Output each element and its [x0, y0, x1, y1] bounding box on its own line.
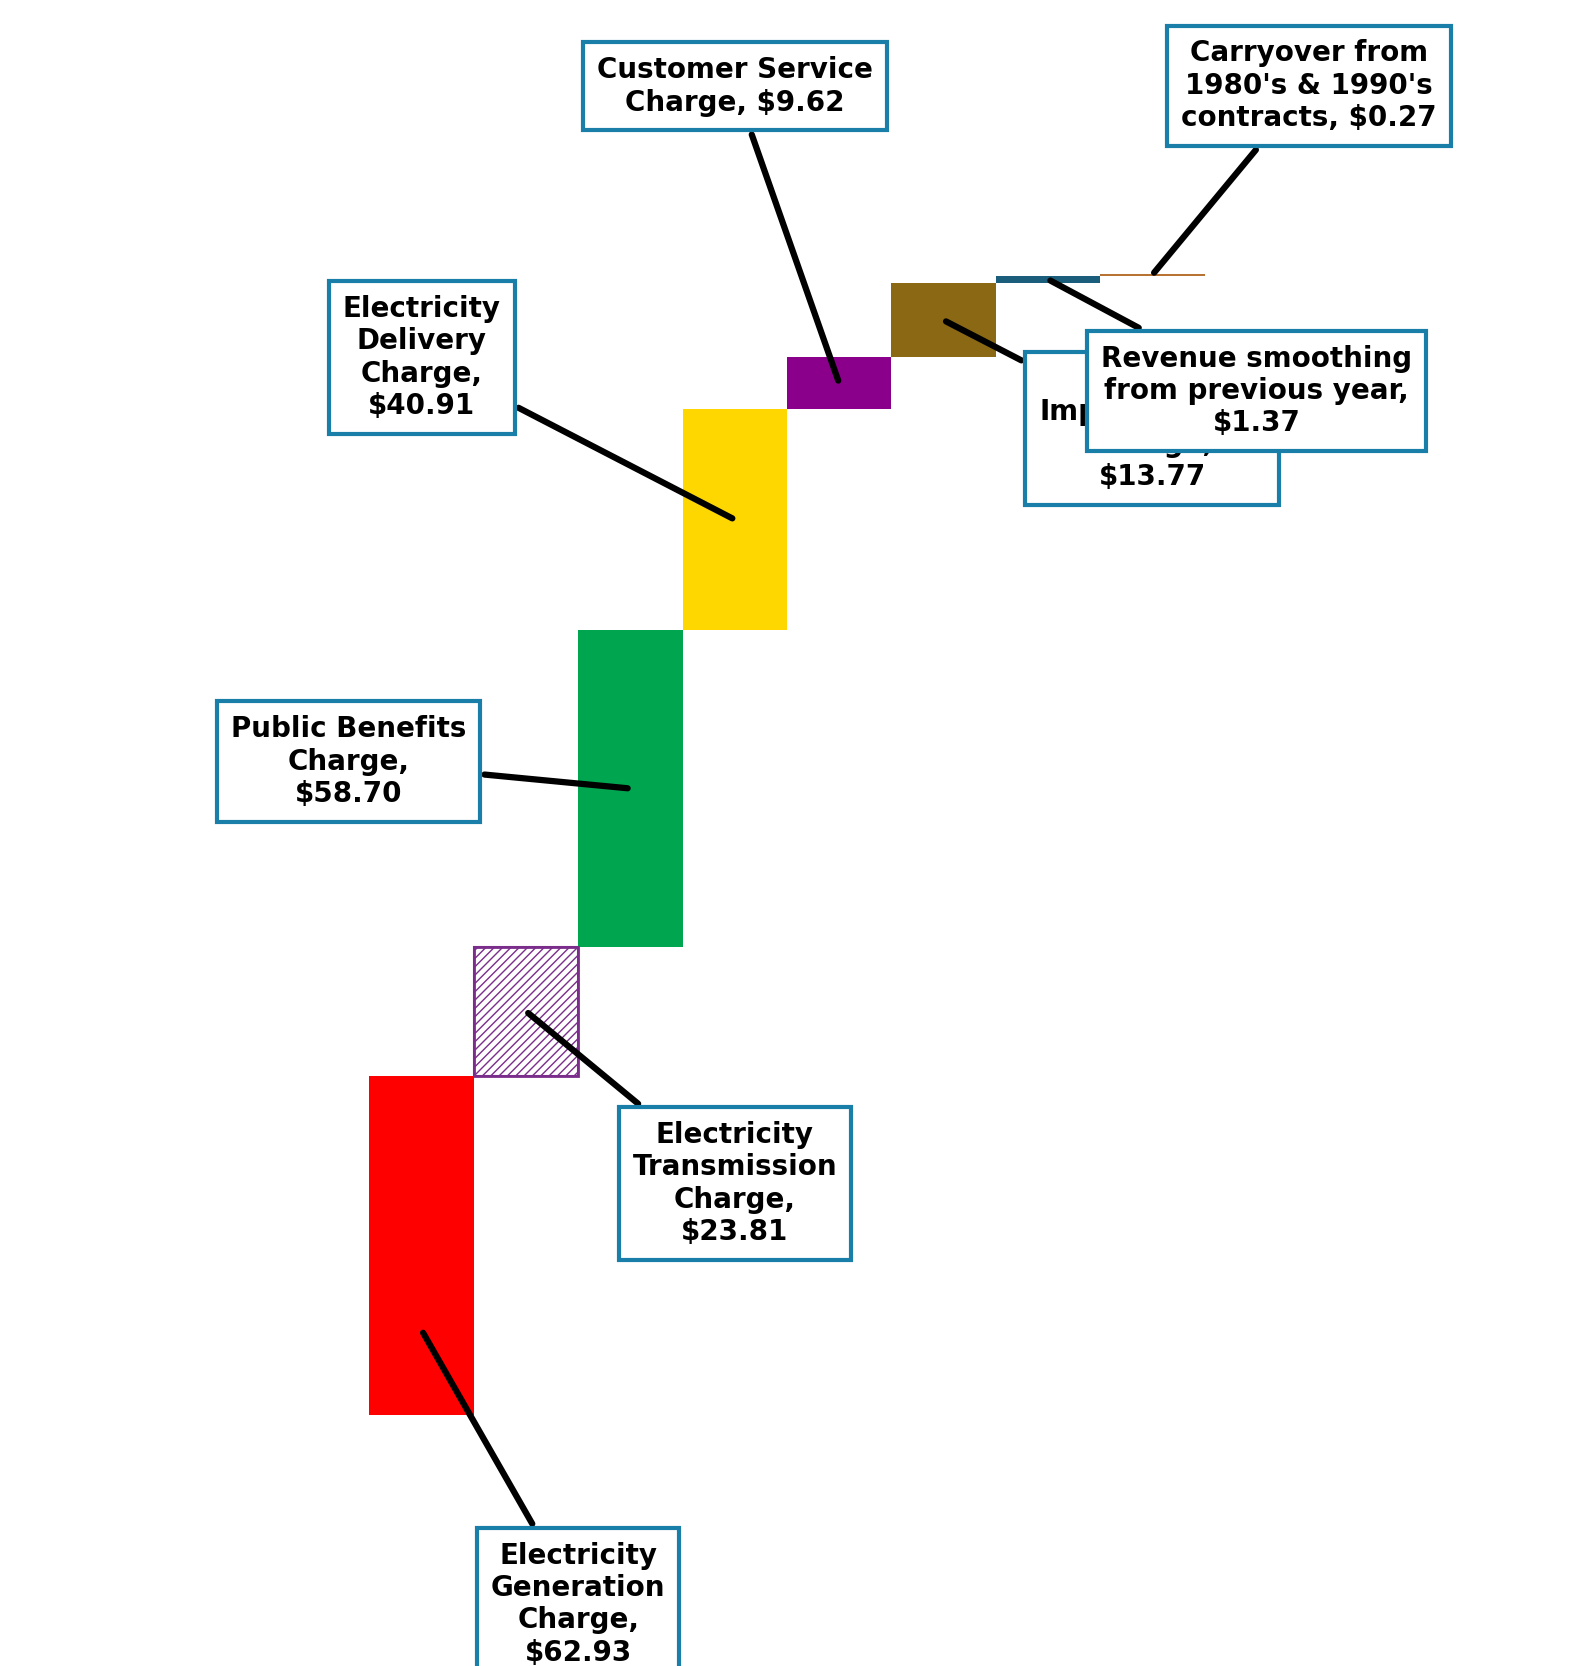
Text: Carryover from
1980's & 1990's
contracts, $0.27: Carryover from 1980's & 1990's contracts…	[1154, 40, 1437, 273]
Bar	[683, 410, 787, 630]
Text: Public Benefits
Charge,
$58.70: Public Benefits Charge, $58.70	[231, 715, 628, 808]
Text: Revenue smoothing
from previous year,
$1.37: Revenue smoothing from previous year, $1…	[1050, 280, 1412, 436]
Text: System
Improvements
Charge,
$13.77: System Improvements Charge, $13.77	[946, 322, 1265, 491]
Bar	[474, 946, 578, 1076]
Bar	[474, 946, 578, 1076]
Bar	[891, 283, 996, 357]
Bar	[370, 1076, 474, 1414]
Bar	[787, 357, 891, 410]
Bar	[578, 630, 683, 946]
Text: Electricity
Delivery
Charge,
$40.91: Electricity Delivery Charge, $40.91	[343, 295, 732, 518]
Bar	[996, 275, 1100, 283]
Text: Customer Service
Charge, $9.62: Customer Service Charge, $9.62	[597, 57, 872, 380]
Text: Electricity
Transmission
Charge,
$23.81: Electricity Transmission Charge, $23.81	[529, 1013, 837, 1246]
Text: Electricity
Generation
Charge,
$62.93: Electricity Generation Charge, $62.93	[423, 1333, 666, 1666]
